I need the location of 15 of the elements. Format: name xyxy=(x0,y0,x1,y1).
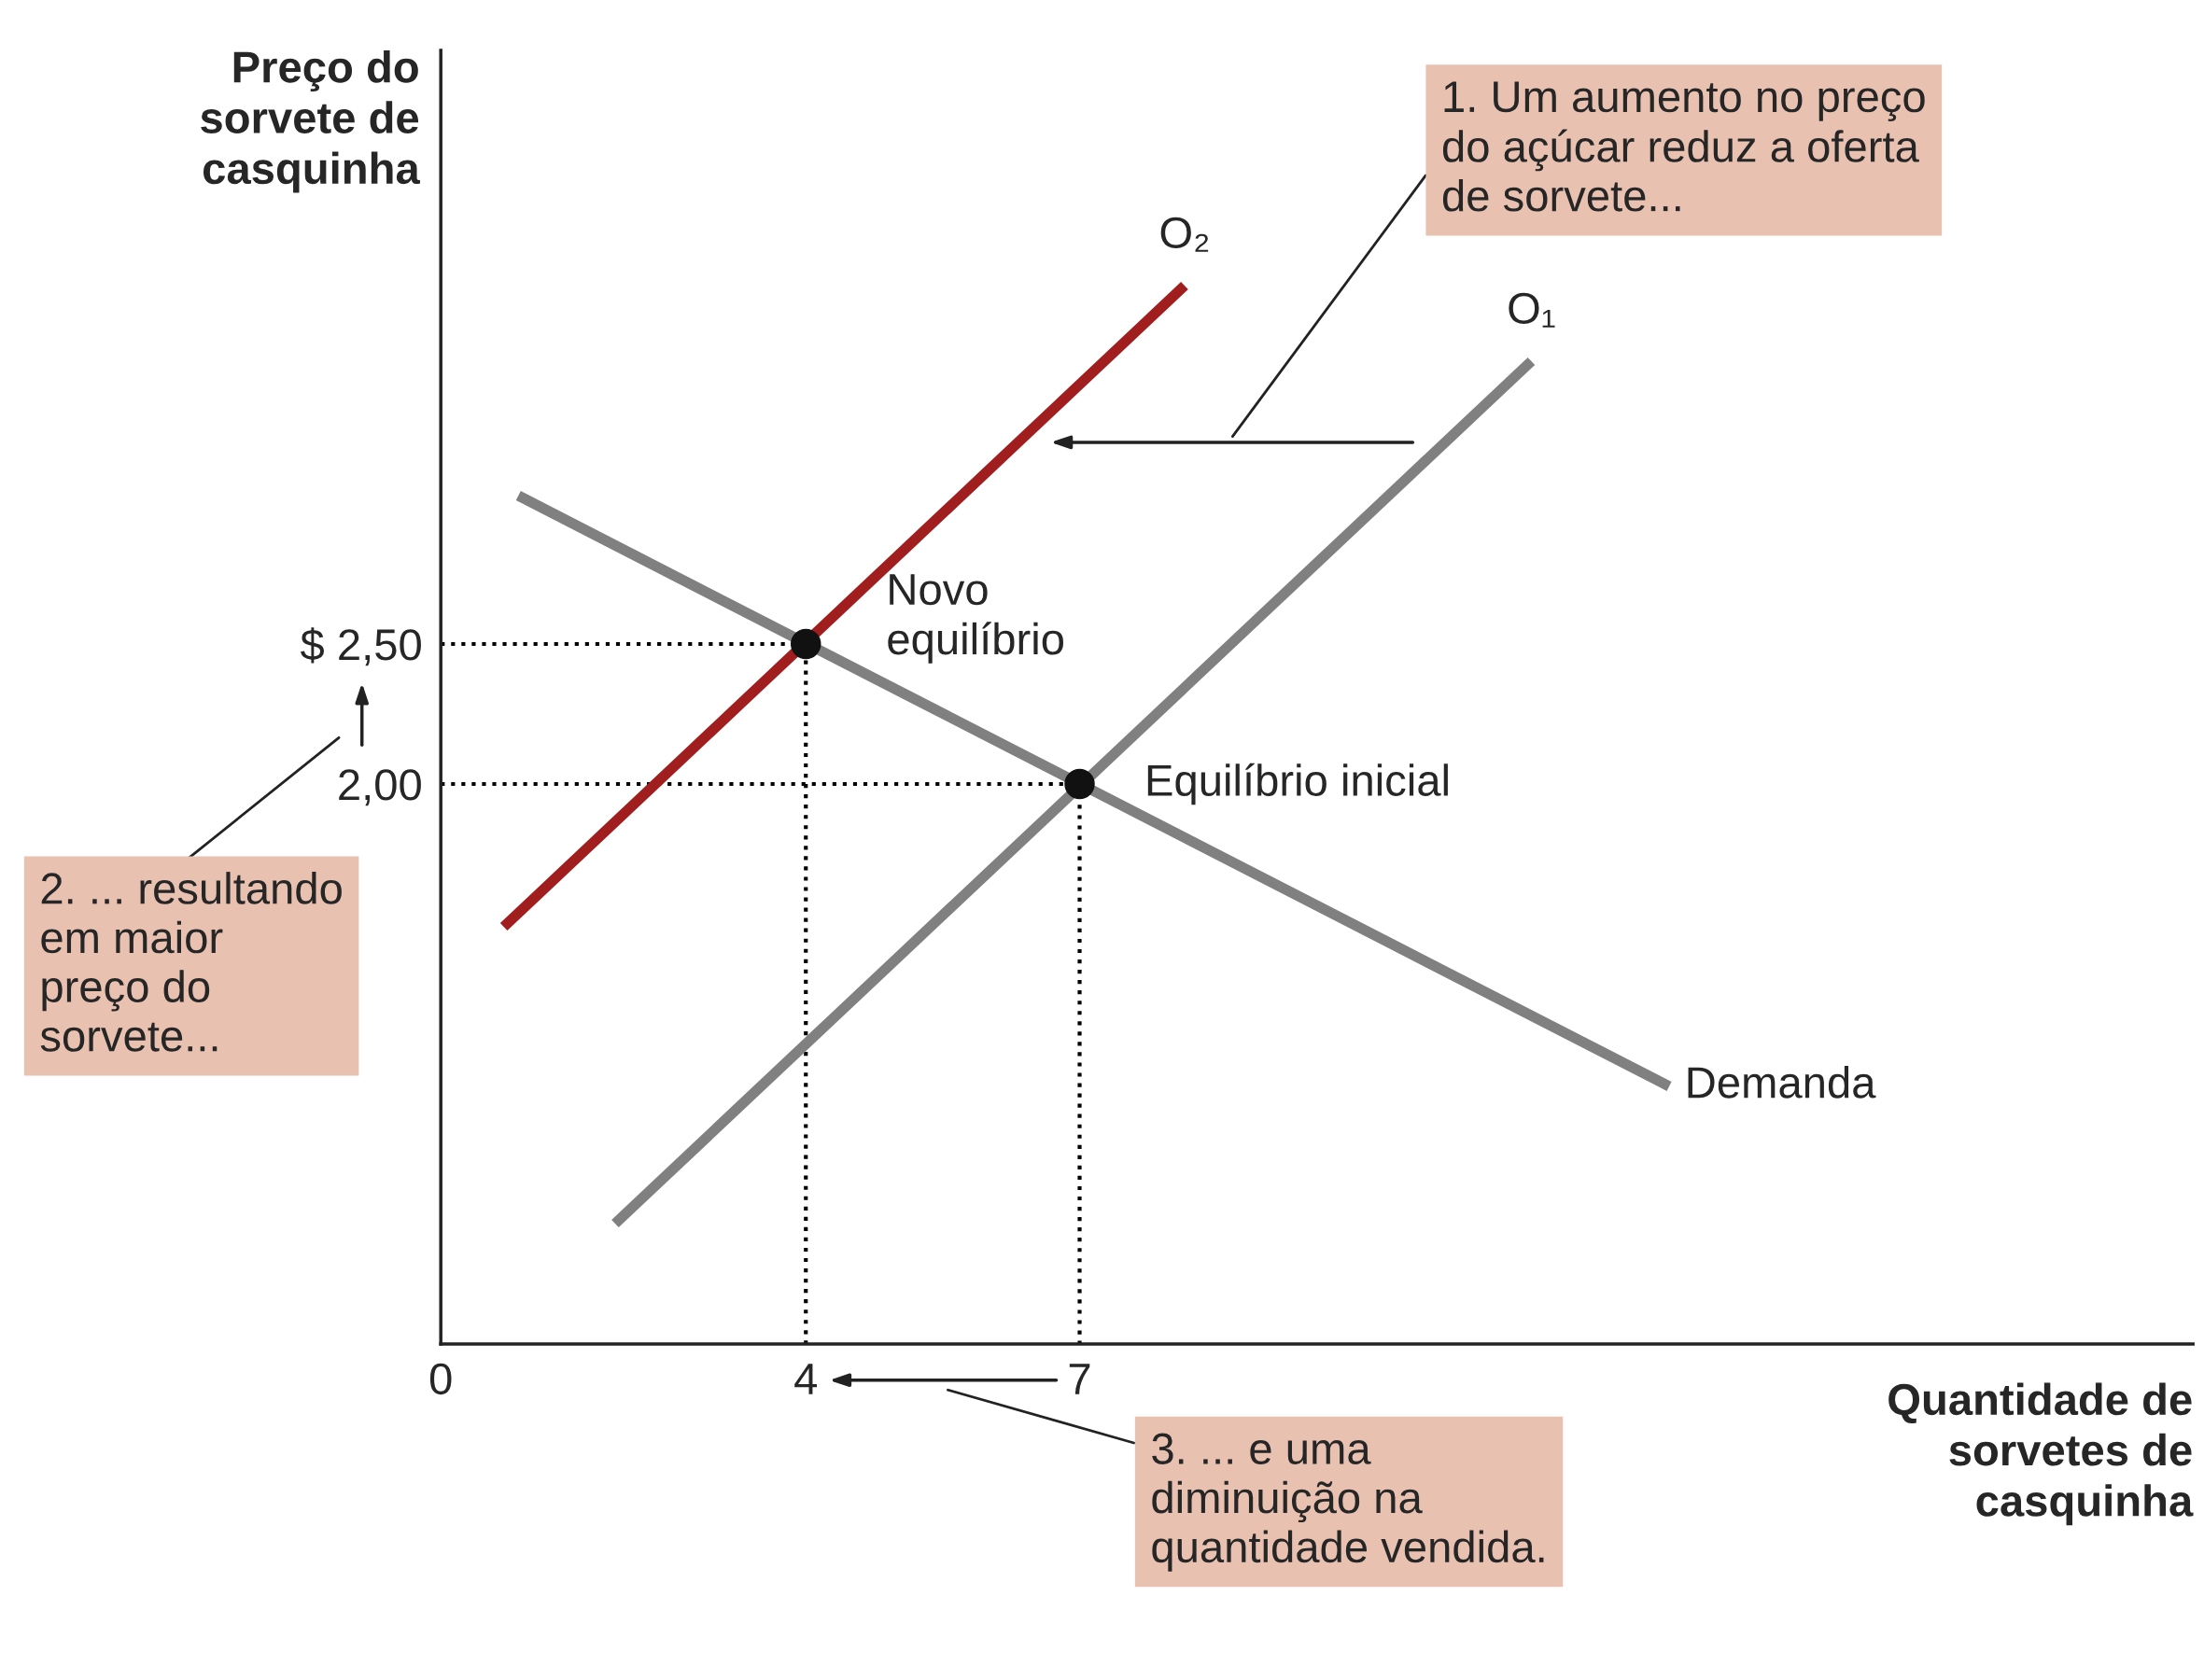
x-tick-label: 4 xyxy=(794,1364,817,1394)
text: 2. ... resultando em maior preço do sorvete... xyxy=(40,872,342,1052)
x-tick-label: 0 xyxy=(429,1363,452,1395)
x-tick-label: 7 xyxy=(1069,1364,1090,1394)
annotation: Equilíbrio inicial xyxy=(1147,763,1448,805)
y-axis-title: Preço do sorvete de casquinha xyxy=(201,50,420,193)
series-label: O₁ xyxy=(1509,292,1555,328)
series-label: Demanda xyxy=(1688,1065,1876,1099)
y-tick-label: $ 2,50 xyxy=(300,627,421,666)
annotation: Novo equilíbrio xyxy=(888,574,1063,664)
annotation: 1. Um aumento no preço do açúcar reduz a oferta de sorvete... xyxy=(1442,81,1925,212)
series-label: O₂ xyxy=(1160,217,1209,252)
text: 3. ... e uma diminuição na quantidade vendida. xyxy=(1152,1433,1544,1572)
y-tick-label: 2,00 xyxy=(339,769,421,806)
x-axis-title: Quantidade de sorvetes de casquinha xyxy=(1888,1382,2194,1526)
